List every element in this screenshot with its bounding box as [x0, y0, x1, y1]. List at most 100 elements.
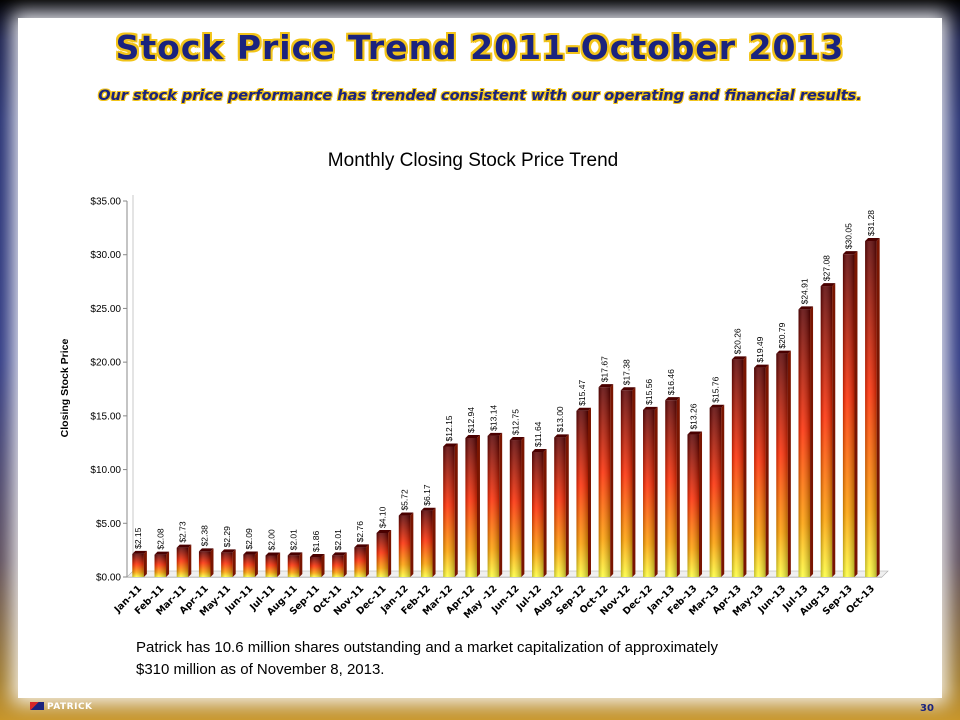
page-subtitle: Our stock price performance has trended …: [98, 88, 862, 104]
bar-shading: [709, 407, 722, 577]
y-tick-label: $5.00: [96, 519, 121, 530]
plot-floor: [126, 570, 889, 578]
bar-shading: [554, 437, 566, 577]
y-tick-label: $25.00: [90, 304, 121, 315]
bar-side-face: [610, 384, 614, 577]
bar-top-face: [309, 554, 325, 558]
bar-side-face: [565, 434, 569, 577]
data-label: $30.05: [844, 223, 854, 249]
bar-side-face: [210, 548, 214, 577]
bar-top-face: [620, 387, 636, 391]
data-label: $12.94: [466, 407, 476, 433]
bar-top-face: [687, 431, 703, 435]
bar-side-face: [277, 552, 281, 577]
bar-shading: [487, 435, 500, 577]
page-title: Stock Price Trend 2011-October 2013: [115, 28, 845, 67]
bar-top-face: [332, 552, 347, 556]
bar-side-face: [476, 434, 480, 577]
data-label: $19.49: [755, 336, 765, 362]
bar-side-face: [632, 387, 636, 577]
bar-shading: [243, 554, 255, 577]
bar-top-face: [665, 397, 680, 401]
bar-shading: [198, 551, 211, 577]
bar-shading: [354, 547, 366, 577]
bar-top-face: [243, 551, 258, 555]
data-label: $2.76: [355, 521, 365, 543]
bar-top-face: [643, 406, 658, 410]
data-label: $11.64: [533, 421, 543, 447]
data-label: $16.46: [666, 369, 676, 395]
bar-side-face: [299, 552, 303, 577]
bar-side-face: [699, 431, 703, 577]
data-label: $17.38: [622, 359, 632, 385]
bar-top-face: [776, 350, 791, 354]
data-label: $2.01: [333, 529, 343, 551]
bar-shading: [287, 555, 300, 577]
data-label: $13.00: [555, 406, 565, 432]
page-number: 30: [920, 703, 934, 714]
bar-side-face: [676, 397, 680, 577]
data-label: $13.14: [488, 405, 498, 431]
bar-side-face: [143, 550, 147, 577]
bar-shading: [842, 254, 855, 578]
y-tick-label: $0.00: [96, 573, 121, 584]
bar-shading: [332, 555, 344, 577]
bar-side-face: [543, 448, 547, 577]
data-label: $12.75: [511, 409, 521, 435]
bar-shading: [687, 434, 700, 577]
data-label: $5.72: [400, 489, 410, 511]
bar-top-face: [398, 512, 414, 516]
bar-shading: [154, 554, 167, 577]
bar-side-face: [166, 551, 170, 577]
bar-top-face: [820, 283, 836, 287]
bar-shading: [376, 532, 389, 577]
bar-side-face: [410, 512, 414, 577]
data-label: $6.17: [422, 484, 432, 506]
bar-shading: [176, 547, 189, 577]
bar-side-face: [365, 544, 369, 577]
footnote: Patrick has 10.6 million shares outstand…: [136, 637, 836, 681]
bar-shading: [532, 451, 544, 577]
footnote-line-2: $310 million as of November 8, 2013.: [136, 661, 385, 678]
bar-top-face: [865, 237, 880, 241]
data-label: $15.56: [644, 379, 654, 405]
bar-side-face: [854, 251, 858, 578]
bar-side-face: [521, 437, 525, 577]
data-label: $20.79: [777, 322, 787, 348]
bar-top-face: [154, 551, 170, 555]
bar-top-face: [598, 384, 614, 388]
bar-shading: [421, 510, 433, 577]
bar-shading: [731, 359, 744, 577]
bar-top-face: [132, 550, 147, 554]
bar-shading: [643, 409, 655, 577]
footnote-line-1: Patrick has 10.6 million shares outstand…: [136, 639, 718, 656]
bar-top-face: [265, 552, 281, 556]
bar-side-face: [254, 551, 258, 577]
bar-top-face: [532, 448, 547, 452]
bar-shading: [265, 555, 278, 577]
logo-mark-icon: [30, 702, 44, 710]
data-label: $12.15: [444, 415, 454, 441]
bar-side-face: [454, 443, 458, 577]
company-logo: PATRICK: [30, 702, 93, 712]
bar-side-face: [787, 350, 791, 577]
bar-top-face: [221, 549, 236, 553]
bar-top-face: [354, 544, 369, 548]
y-tick-label: $35.00: [90, 197, 121, 208]
bar-shading: [465, 437, 477, 577]
bar-side-face: [432, 507, 436, 577]
bar-side-face: [499, 432, 503, 577]
bar-side-face: [810, 306, 814, 577]
bar-top-face: [709, 404, 725, 408]
bar-shading: [309, 557, 322, 577]
data-label: $2.00: [266, 529, 276, 551]
bar-side-face: [876, 237, 880, 577]
bar-side-face: [388, 529, 392, 577]
bar-top-face: [198, 548, 214, 552]
data-label: $27.08: [821, 255, 831, 281]
bar-shading: [443, 446, 455, 577]
logo-text: PATRICK: [47, 702, 93, 712]
bar-side-face: [743, 356, 747, 577]
chart-title: Monthly Closing Stock Price Trend: [327, 150, 619, 171]
